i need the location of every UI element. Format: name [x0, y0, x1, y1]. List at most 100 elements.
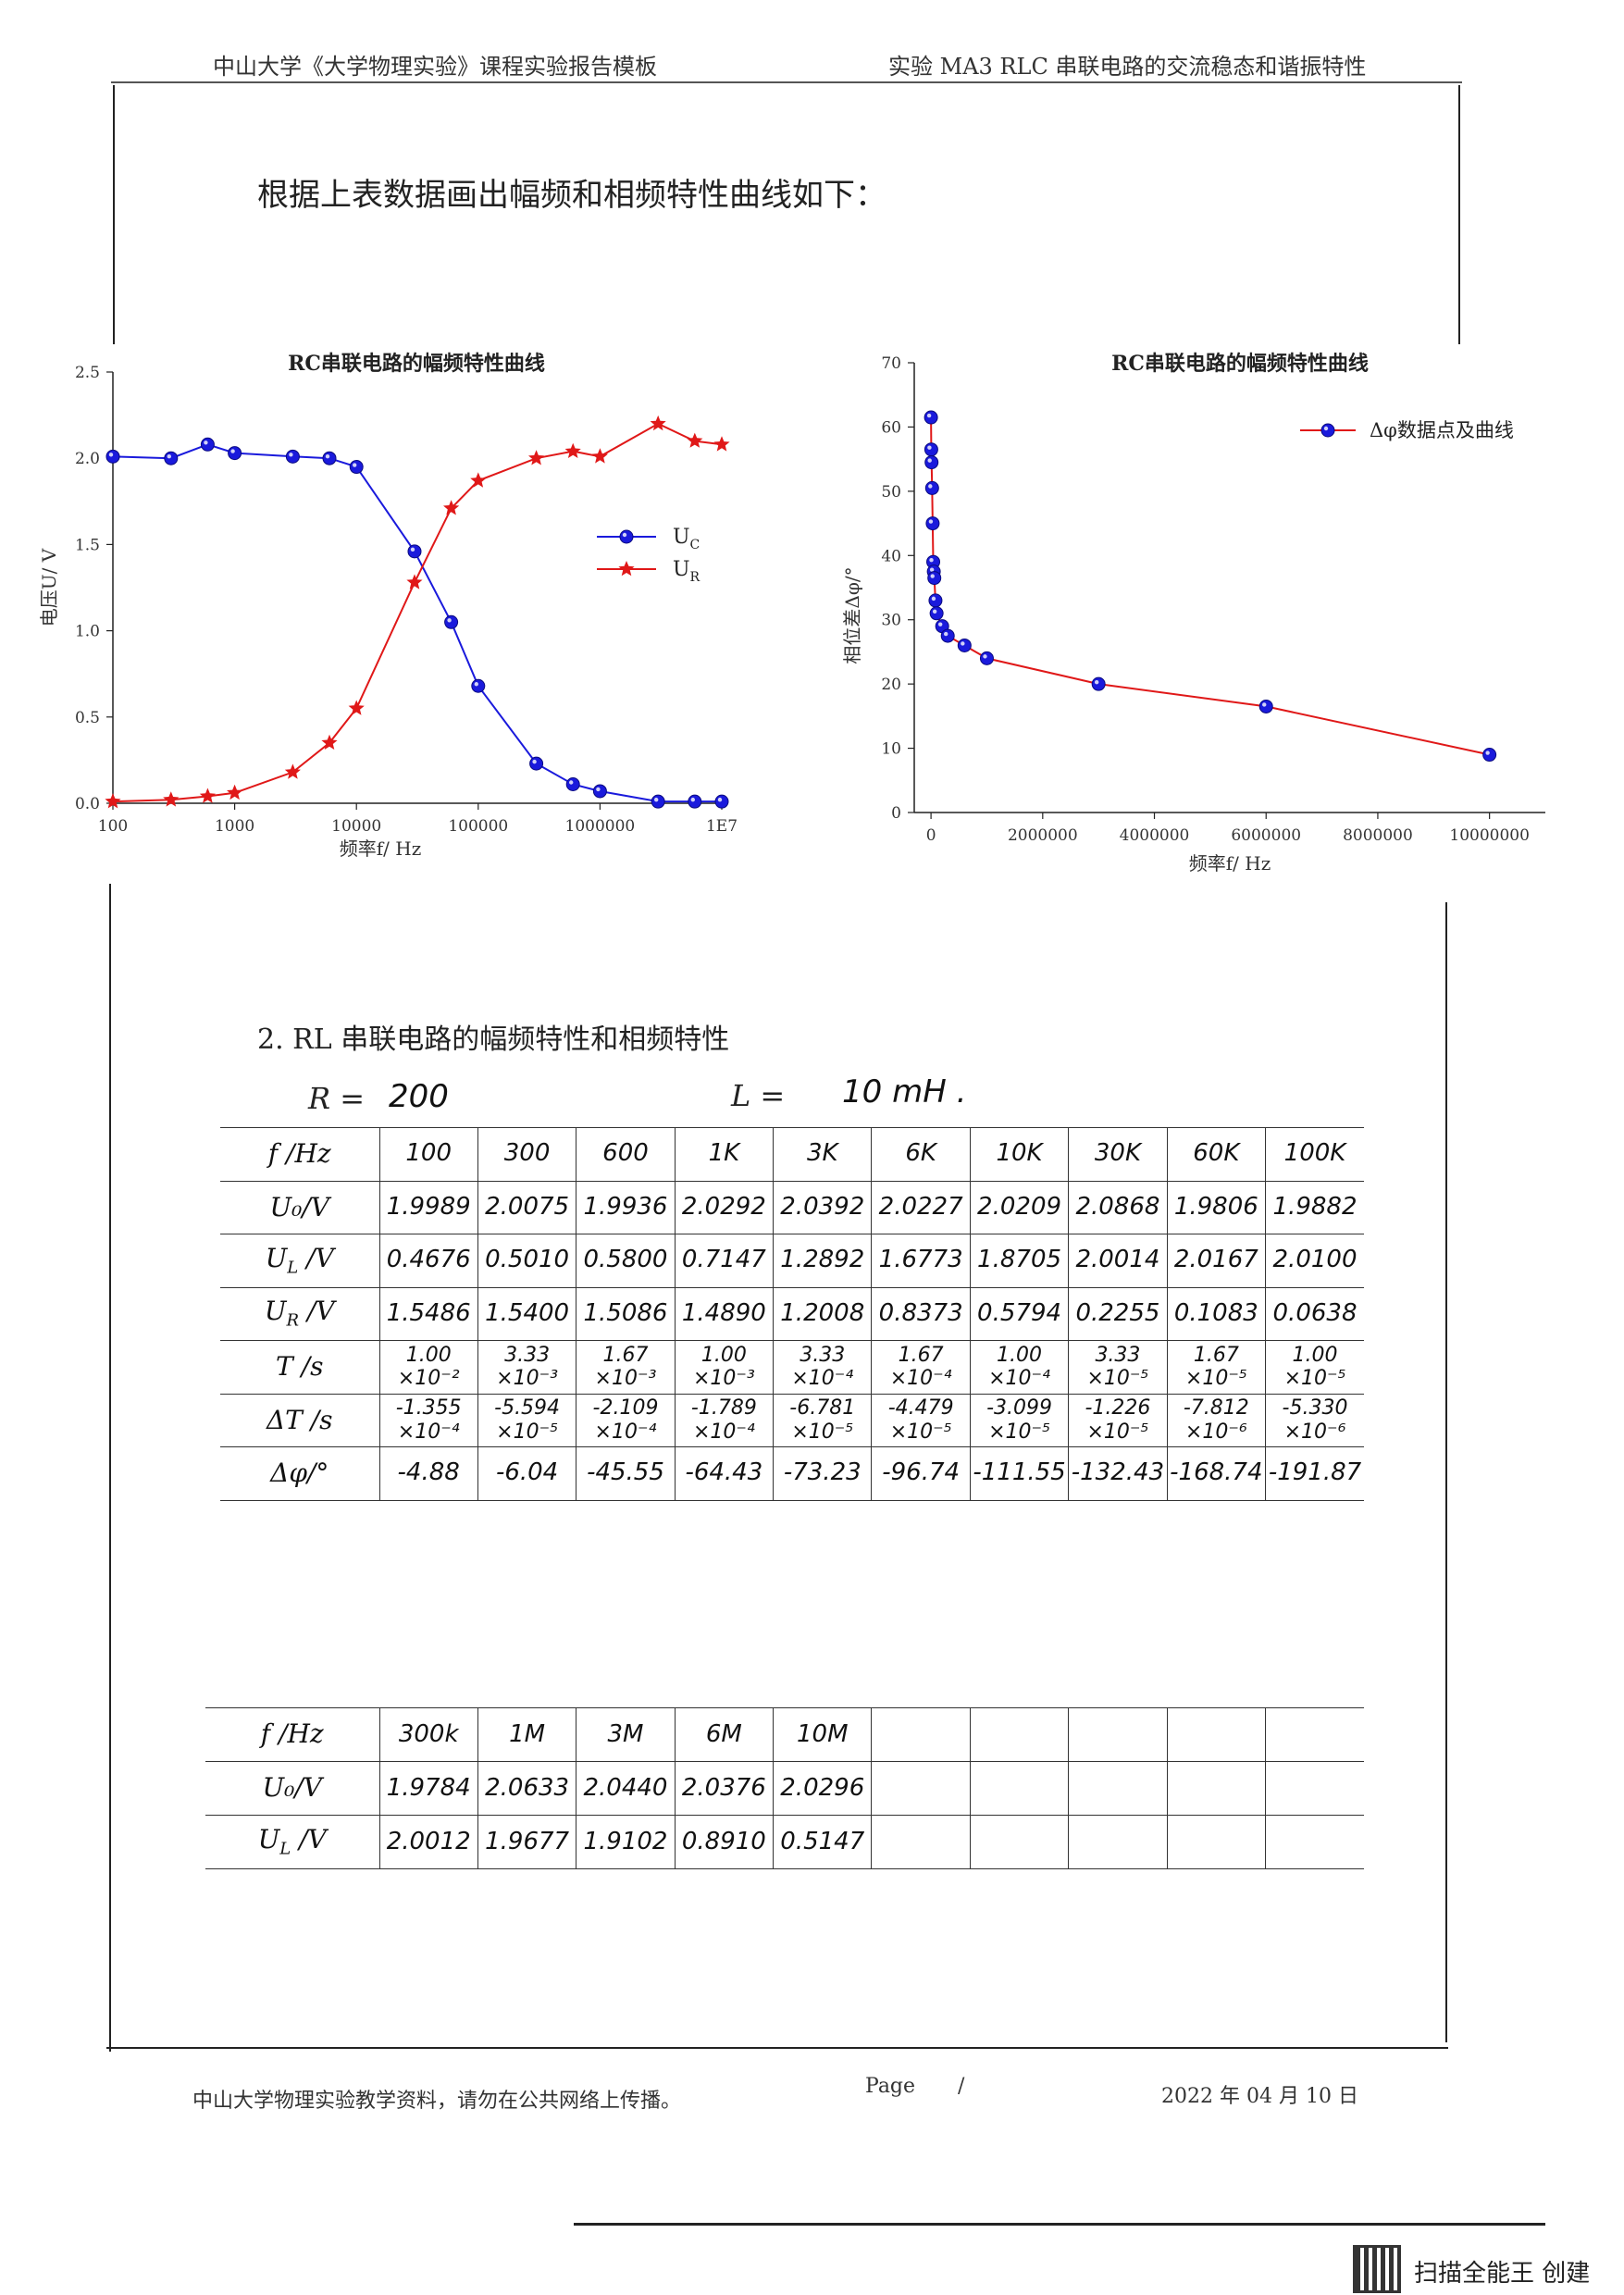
y-tick-label: 60: [881, 418, 901, 437]
table-cell: 3M: [576, 1707, 676, 1762]
y-tick-label: 0: [891, 804, 901, 823]
top-frame-right: [1458, 85, 1460, 344]
table-cell: -45.55: [576, 1446, 676, 1501]
data-point-phase: [940, 628, 955, 643]
row-header: U₀/V: [220, 1180, 380, 1234]
table-cell: 1.5400: [477, 1286, 577, 1341]
section-title: 2. RL 串联电路的幅频特性和相频特性: [257, 1023, 730, 1056]
data-point-uc-highlight: [108, 453, 114, 457]
table-cell: [969, 1761, 1070, 1816]
table-cell: 2.0227: [871, 1180, 971, 1234]
table-cell: 10M: [773, 1707, 873, 1762]
row-header: f /Hz: [205, 1707, 380, 1762]
table-cell: -5.330 ×10⁻⁶: [1265, 1393, 1364, 1447]
data-point-uc-highlight: [204, 440, 208, 445]
row-header: UR /V: [220, 1286, 380, 1341]
table-cell: [969, 1815, 1070, 1869]
data-point-uc: [322, 451, 337, 465]
data-point-uc-highlight: [289, 453, 293, 457]
data-point-phase: [929, 606, 944, 621]
data-point-uc: [407, 544, 422, 559]
data-point-uc-highlight: [167, 454, 171, 459]
table-cell: 3.33 ×10⁻⁴: [773, 1340, 873, 1395]
data-point-uc: [688, 794, 702, 809]
data-point-phase-highlight: [1094, 679, 1099, 685]
table-cell: 0.5147: [773, 1815, 873, 1869]
data-point-uc-highlight: [447, 618, 452, 623]
table-cell: -5.594 ×10⁻⁵: [477, 1393, 577, 1447]
chart-title: RC串联电路的幅频特性曲线: [1111, 352, 1369, 376]
table-cell: 2.0296: [773, 1761, 873, 1816]
table-cell: 1.67 ×10⁻⁵: [1166, 1340, 1267, 1395]
data-point-uc-highlight: [325, 454, 330, 459]
table-cell: -1.226 ×10⁻⁵: [1068, 1393, 1168, 1447]
y-tick-label: 20: [881, 676, 901, 694]
row-header: T /s: [220, 1340, 380, 1395]
data-point-ur: [443, 500, 460, 515]
data-point-uc-highlight: [717, 797, 723, 802]
legend-marker-phase-highlight: [1323, 426, 1329, 431]
table-cell: 2.0167: [1166, 1234, 1267, 1288]
table-cell: 1.6773: [871, 1234, 971, 1288]
table-cell: 1.9882: [1265, 1180, 1364, 1234]
table-cell: 1.00 ×10⁻²: [378, 1340, 478, 1395]
chart-title: RC串联电路的幅频特性曲线: [288, 352, 545, 376]
table-cell: [1166, 1815, 1267, 1869]
table-cell: 3K: [773, 1127, 873, 1182]
data-point-phase-highlight: [931, 596, 936, 602]
data-point-ur: [199, 788, 216, 803]
x-axis-label: 频率f/ Hz: [340, 837, 421, 860]
table-cell: -6.04: [477, 1446, 577, 1501]
table-cell: 2.0392: [773, 1180, 873, 1234]
x-axis-label: 频率f/ Hz: [1189, 852, 1271, 875]
data-point-phase: [1091, 676, 1106, 691]
table-row: ΔT /s -1.355 ×10⁻⁴ -5.594 ×10⁻⁵ -2.109 ×10⁻…: [220, 1393, 1364, 1447]
table-cell: 0.7147: [674, 1234, 775, 1288]
data-point-ur: [528, 450, 545, 465]
y-axis-label: 电压U/ V: [38, 548, 60, 626]
data-point-uc-highlight: [690, 797, 696, 802]
legend-marker-uc-highlight: [622, 532, 627, 538]
table-cell: 0.4676: [378, 1234, 478, 1288]
data-point-ur: [348, 700, 365, 715]
table-cell: 100K: [1265, 1127, 1364, 1182]
row-header: UL /V: [220, 1234, 380, 1288]
table-cell: 1.67 ×10⁻³: [576, 1340, 676, 1395]
data-point-uc: [164, 451, 179, 465]
data-point-phase-highlight: [929, 558, 934, 563]
header-left: 中山大学《大学物理实验》课程实验报告模板: [213, 54, 657, 80]
data-point-ur: [105, 793, 121, 809]
table-cell: -1.789 ×10⁻⁴: [674, 1393, 775, 1447]
data-point-ur: [284, 763, 301, 779]
table-cell: 2.0100: [1265, 1234, 1364, 1288]
x-tick-label: 1000: [215, 817, 254, 836]
data-point-phase: [924, 455, 939, 470]
table-cell: 2.0376: [674, 1761, 775, 1816]
header-rule: [111, 81, 1462, 83]
data-point-uc: [228, 446, 242, 461]
phase-frequency-chart: 0 10 20 30 40 50 60 70 0 2000000 4000000 6000000 800…: [841, 352, 1545, 875]
x-tick-label: 10000000: [1449, 826, 1530, 845]
intro-text: 根据上表数据画出幅频和相频特性曲线如下：: [257, 177, 886, 214]
table-cell: 1.9806: [1166, 1180, 1267, 1234]
table-cell: 6K: [871, 1127, 971, 1182]
table-cell: 1.5486: [378, 1286, 478, 1341]
data-point-uc: [592, 784, 607, 799]
table-cell: -73.23: [773, 1446, 873, 1501]
data-point-ur: [650, 415, 666, 431]
table-cell: 2.0209: [969, 1180, 1070, 1234]
data-point-ur: [564, 442, 581, 458]
table-cell: [1265, 1761, 1364, 1816]
y-tick-label: 70: [881, 354, 901, 373]
table-cell: 2.0868: [1068, 1180, 1168, 1234]
row-header: f /Hz: [220, 1127, 380, 1182]
legend-marker-ur: [618, 561, 635, 577]
lower-frame-right: [1445, 902, 1447, 2042]
table-row: UR /V 1.5486 1.5400 1.5086 1.4890 1.2008 0.837…: [220, 1286, 1364, 1341]
table-cell: [1068, 1815, 1168, 1869]
data-point-phase-highlight: [1485, 751, 1490, 755]
row-header: U₀/V: [205, 1761, 380, 1816]
table-row: T /s 1.00 ×10⁻² 3.33 ×10⁻³ 1.67 ×10⁻³ 1.00 ×…: [220, 1340, 1364, 1395]
rl-data-table: f /Hz 100 300 600 1K 3K 6K 10K 30K 60K 100K U₀/V 1.9…: [220, 1127, 1364, 1501]
x-tick-label: 6000000: [1231, 826, 1301, 845]
